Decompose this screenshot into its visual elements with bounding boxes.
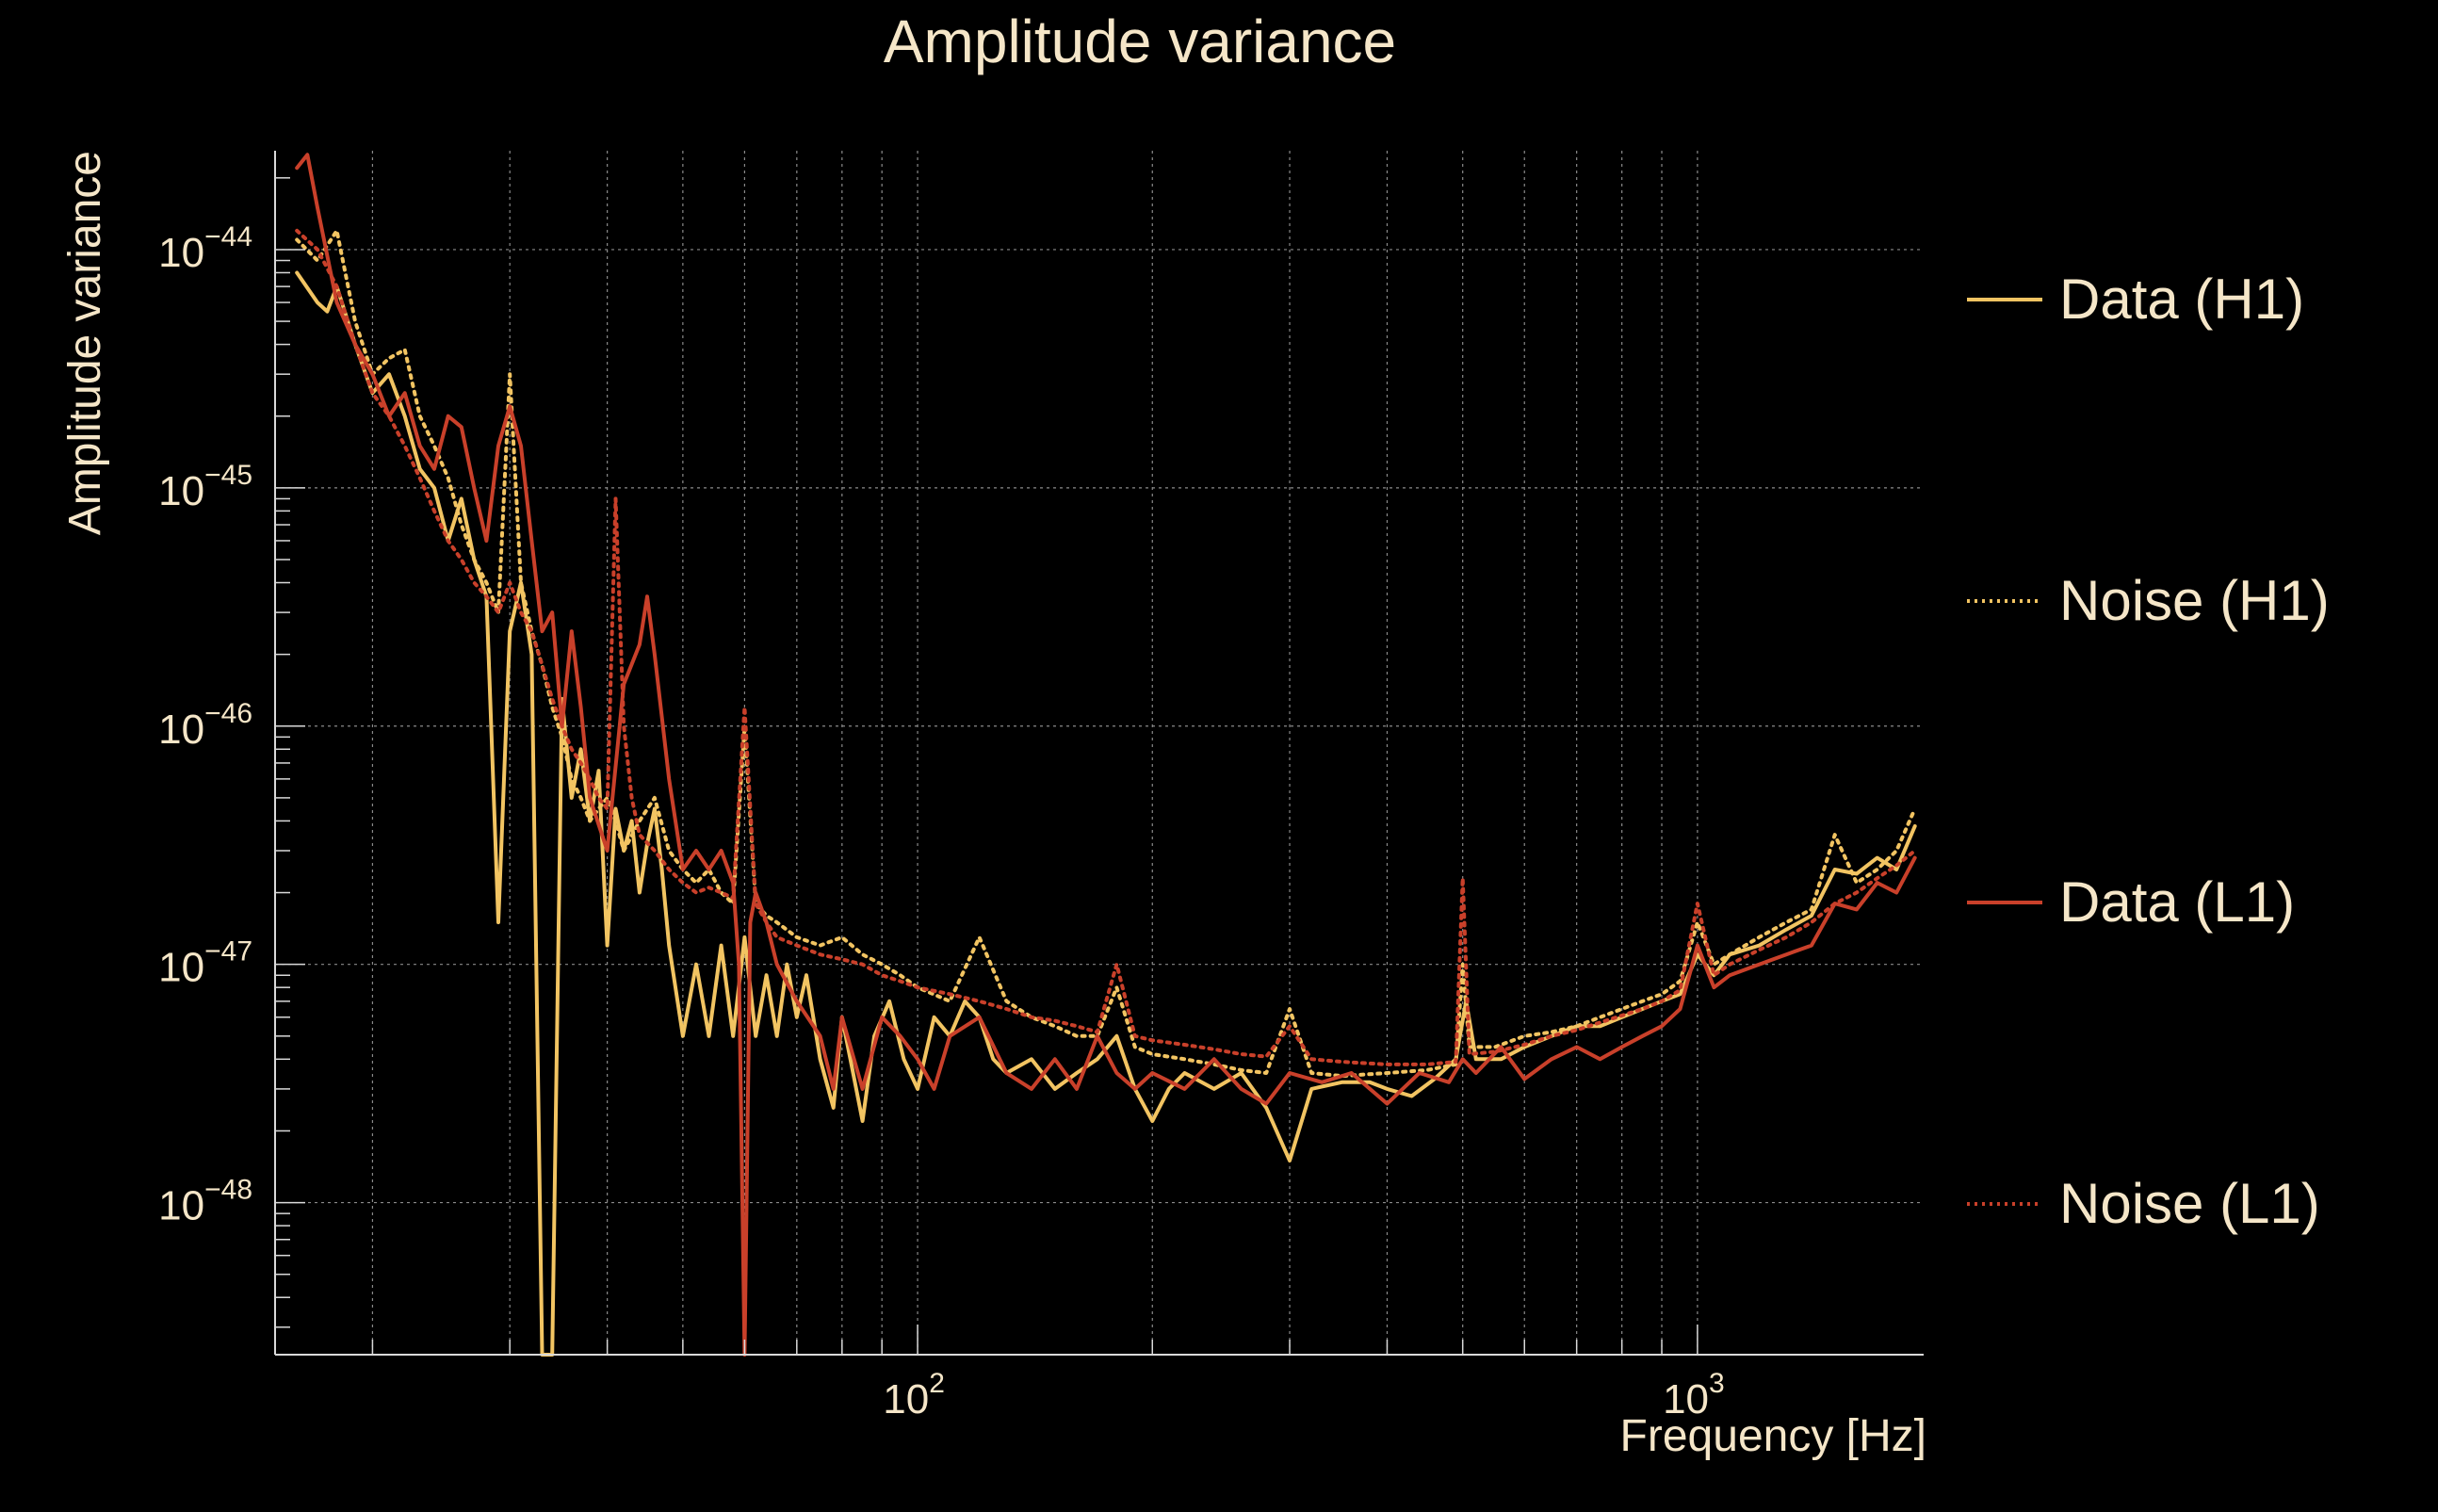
grid-lines [275,151,1924,1355]
y-tick-label: 10−45 [158,460,252,514]
legend-label: Noise (L1) [2059,1172,2320,1235]
y-tick-label: 10−46 [158,698,252,753]
series-lines [295,153,1917,1357]
legend-label: Noise (H1) [2059,569,2330,632]
legend-label: Data (H1) [2059,268,2304,331]
x-tick-label: 103 [1663,1368,1725,1423]
y-tick-label: 10−47 [158,936,252,991]
x-tick-label: 102 [883,1368,945,1423]
y-tick-label: 10−48 [158,1175,252,1229]
axes: 10−44 10−45 10−46 10−47 10−48 102 103 [158,151,1924,1423]
legend: Data (H1) Noise (H1) Data (L1) Noise (L1) [1967,268,2330,1235]
y-axis-label: Amplitude variance [60,151,110,535]
x-axis-label: Frequency [Hz] [1620,1411,1926,1461]
series-line-noise-l1 [295,228,1917,1066]
series-line-data-l1 [295,153,1917,1357]
chart-title: Amplitude variance [884,8,1396,75]
series-line-noise-h1 [295,228,1917,1079]
y-tick-label: 10−44 [158,221,252,276]
legend-label: Data (L1) [2059,870,2295,934]
